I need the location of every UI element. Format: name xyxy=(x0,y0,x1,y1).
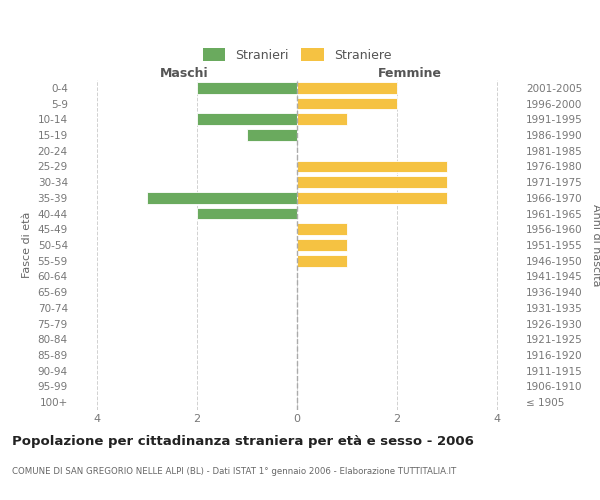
Bar xyxy=(297,160,447,172)
Bar xyxy=(297,82,397,94)
Text: Femmine: Femmine xyxy=(377,67,442,80)
Bar xyxy=(297,114,347,125)
Bar xyxy=(197,208,297,220)
Bar xyxy=(297,176,447,188)
Bar xyxy=(297,192,447,204)
Text: Popolazione per cittadinanza straniera per età e sesso - 2006: Popolazione per cittadinanza straniera p… xyxy=(12,435,474,448)
Y-axis label: Fasce di età: Fasce di età xyxy=(22,212,32,278)
Legend: Stranieri, Straniere: Stranieri, Straniere xyxy=(198,44,396,67)
Y-axis label: Anni di nascita: Anni di nascita xyxy=(591,204,600,286)
Text: COMUNE DI SAN GREGORIO NELLE ALPI (BL) - Dati ISTAT 1° gennaio 2006 - Elaborazio: COMUNE DI SAN GREGORIO NELLE ALPI (BL) -… xyxy=(12,468,456,476)
Bar xyxy=(297,239,347,251)
Bar xyxy=(297,98,397,110)
Bar xyxy=(197,82,297,94)
Bar xyxy=(197,114,297,125)
Bar xyxy=(297,224,347,235)
Text: Maschi: Maschi xyxy=(160,67,209,80)
Bar xyxy=(147,192,297,204)
Bar xyxy=(297,255,347,266)
Bar xyxy=(247,129,297,141)
